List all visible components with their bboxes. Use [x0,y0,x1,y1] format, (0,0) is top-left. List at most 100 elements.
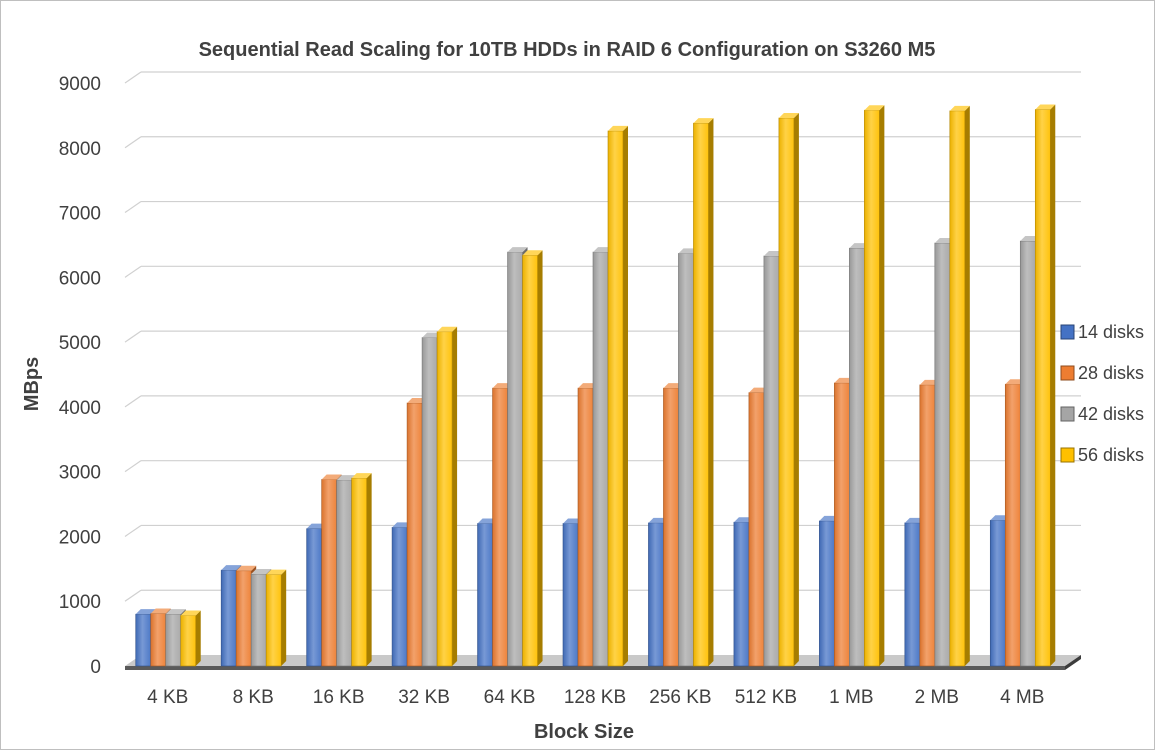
legend-swatch [1060,365,1075,381]
gridline-diagonal [124,589,142,602]
y-tick-label: 7000 [59,204,101,225]
bar [180,610,201,667]
legend-swatch [1060,324,1075,340]
legend-item: 14 disks [1060,322,1144,342]
x-tick-label: 512 KB [735,687,797,708]
bar-front [220,569,237,667]
bar-top [251,569,272,575]
bar-front [748,392,765,667]
bar-front [165,613,182,667]
y-tick-label: 2000 [59,527,101,548]
y-tick-label: 0 [90,657,101,678]
y-axis-ticks: 0 1000 2000 3000 4000 5000 6000 7000 8000 9000 [59,74,101,678]
bar-side [793,112,799,667]
legend-label: 14 disks [1078,322,1144,342]
bar-side [708,118,714,666]
bar-front [391,527,408,667]
bar-top [351,473,372,479]
bar-top [321,474,342,480]
bar-front [477,523,493,667]
gridline-diagonal [124,330,142,343]
bar-front [522,255,538,667]
bar [1034,104,1056,667]
bar-side [623,125,628,667]
bar-front [919,384,936,667]
bar [522,250,543,667]
bar-side [281,569,287,666]
gridline-diagonal [124,460,142,473]
y-tick-label: 3000 [59,463,101,484]
chart-title: Sequential Read Scaling for 10TB HDDs in… [199,39,936,61]
x-axis-title: Block Size [534,721,634,743]
bar-front [150,613,167,667]
bar-top [180,610,201,616]
gridline-diagonal [124,136,142,149]
bar-front [733,521,750,667]
legend-label: 42 disks [1078,404,1144,424]
bar-front [648,522,664,667]
bar [778,112,799,667]
bar-front [678,253,694,667]
y-tick-label: 4000 [59,398,101,419]
floor-side [1065,655,1081,670]
bar-front [819,520,835,667]
x-tick-label: 4 KB [147,687,188,708]
bar-side [366,473,372,666]
bar-top [150,608,171,614]
gridline-diagonal [124,201,142,214]
y-tick-label: 6000 [59,268,101,289]
bar-front [663,387,679,667]
bar-top [266,569,287,575]
bar-side [1050,104,1056,666]
bar-front [235,570,252,667]
bar-top [507,247,528,253]
x-tick-label: 128 KB [564,687,626,708]
bar-side [452,326,458,666]
bar [693,118,714,667]
bar-front [693,122,709,667]
legend-item: 28 disks [1060,363,1144,383]
bar-front [834,382,850,667]
y-tick-label: 9000 [59,74,101,95]
y-axis-title: MBps [21,357,43,411]
bar-top [1035,104,1056,110]
bar [607,125,628,667]
bar-front [577,387,594,667]
bar-front [989,519,1006,667]
bar-front [778,117,795,667]
legend-swatch [1060,406,1075,422]
bar-front [592,251,609,667]
bar-top [135,609,156,615]
bar-front [180,615,197,667]
bar-front [436,331,453,667]
bar-front [507,251,523,667]
bar-front [1034,109,1051,667]
gridline-diagonal [124,265,142,278]
gridline-diagonal [124,395,142,408]
bar-front [250,573,267,667]
bar-front [1019,240,1036,667]
x-tick-label: 1 MB [829,687,873,708]
bar-side [879,105,885,666]
bar [864,105,885,667]
bars [135,104,1056,667]
bar-front [1004,383,1021,667]
bar-front [904,522,921,667]
bar-top [864,105,885,111]
legend: 14 disks 28 disks 42 disks 56 disks [1060,322,1144,465]
bar-front [406,402,423,667]
bar-front [135,613,152,667]
bar [351,473,372,667]
legend-label: 56 disks [1078,445,1144,465]
bar-top [165,609,186,615]
bar-front [849,247,865,667]
bar-front [265,574,282,667]
bar-side [964,105,970,667]
bar [265,569,287,667]
bar [949,105,970,667]
bar-top [236,565,257,571]
bar-front [306,528,322,667]
x-tick-label: 4 MB [1000,687,1044,708]
